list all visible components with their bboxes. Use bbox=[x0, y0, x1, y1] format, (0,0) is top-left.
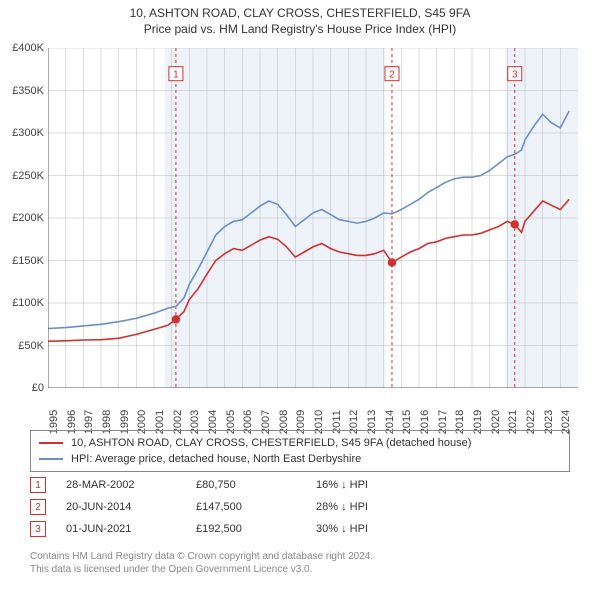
y-tick-label: £250K bbox=[12, 170, 44, 182]
chart-svg: 1 2 3 bbox=[48, 48, 578, 388]
y-tick-label: £100K bbox=[12, 297, 44, 309]
y-tick-label: £350K bbox=[12, 85, 44, 97]
marker-price: £80,750 bbox=[196, 479, 316, 491]
marker-badge: 2 bbox=[30, 499, 46, 515]
title-address: 10, ASHTON ROAD, CLAY CROSS, CHESTERFIEL… bbox=[8, 6, 592, 20]
y-tick-label: £400K bbox=[12, 42, 44, 54]
legend-swatch bbox=[39, 442, 63, 444]
footnote-line1: Contains HM Land Registry data © Crown c… bbox=[30, 550, 373, 563]
marker-badge: 1 bbox=[30, 477, 46, 493]
footnote-line2: This data is licensed under the Open Gov… bbox=[30, 563, 373, 576]
y-tick-label: £150K bbox=[12, 255, 44, 267]
marker-row: 3 01-JUN-2021£192,50030% ↓ HPI bbox=[30, 518, 570, 540]
marker-date: 20-JUN-2014 bbox=[66, 501, 196, 513]
y-tick-label: £200K bbox=[12, 212, 44, 224]
chart-plot-area: 1 2 3 bbox=[48, 48, 578, 388]
marker-diff: 30% ↓ HPI bbox=[316, 523, 436, 535]
marker-diff: 28% ↓ HPI bbox=[316, 501, 436, 513]
chart-title-block: 10, ASHTON ROAD, CLAY CROSS, CHESTERFIEL… bbox=[0, 0, 600, 38]
marker-badge: 3 bbox=[30, 521, 46, 537]
marker-price: £192,500 bbox=[196, 523, 316, 535]
y-axis-labels: £0£50K£100K£150K£200K£250K£300K£350K£400… bbox=[0, 48, 46, 388]
legend-label: HPI: Average price, detached house, Nort… bbox=[71, 451, 361, 467]
footnote: Contains HM Land Registry data © Crown c… bbox=[30, 550, 373, 576]
x-axis-labels: 1995199619971998199920002001200220032004… bbox=[48, 390, 578, 426]
svg-text:2: 2 bbox=[389, 70, 395, 81]
y-tick-label: £0 bbox=[32, 382, 44, 394]
marker-date: 28-MAR-2002 bbox=[66, 479, 196, 491]
legend-label: 10, ASHTON ROAD, CLAY CROSS, CHESTERFIEL… bbox=[71, 435, 471, 451]
legend: 10, ASHTON ROAD, CLAY CROSS, CHESTERFIEL… bbox=[30, 430, 570, 472]
marker-table: 1 28-MAR-2002£80,75016% ↓ HPI 2 20-JUN-2014… bbox=[30, 474, 570, 540]
title-subtitle: Price paid vs. HM Land Registry's House … bbox=[8, 22, 592, 36]
marker-row: 2 20-JUN-2014£147,50028% ↓ HPI bbox=[30, 496, 570, 518]
y-tick-label: £300K bbox=[12, 127, 44, 139]
marker-price: £147,500 bbox=[196, 501, 316, 513]
svg-text:3: 3 bbox=[512, 70, 518, 81]
y-tick-label: £50K bbox=[18, 340, 44, 352]
marker-diff: 16% ↓ HPI bbox=[316, 479, 436, 491]
legend-row: 10, ASHTON ROAD, CLAY CROSS, CHESTERFIEL… bbox=[39, 435, 561, 451]
marker-date: 01-JUN-2021 bbox=[66, 523, 196, 535]
marker-row: 1 28-MAR-2002£80,75016% ↓ HPI bbox=[30, 474, 570, 496]
legend-row: HPI: Average price, detached house, Nort… bbox=[39, 451, 561, 467]
legend-swatch bbox=[39, 458, 63, 460]
svg-text:1: 1 bbox=[173, 70, 179, 81]
